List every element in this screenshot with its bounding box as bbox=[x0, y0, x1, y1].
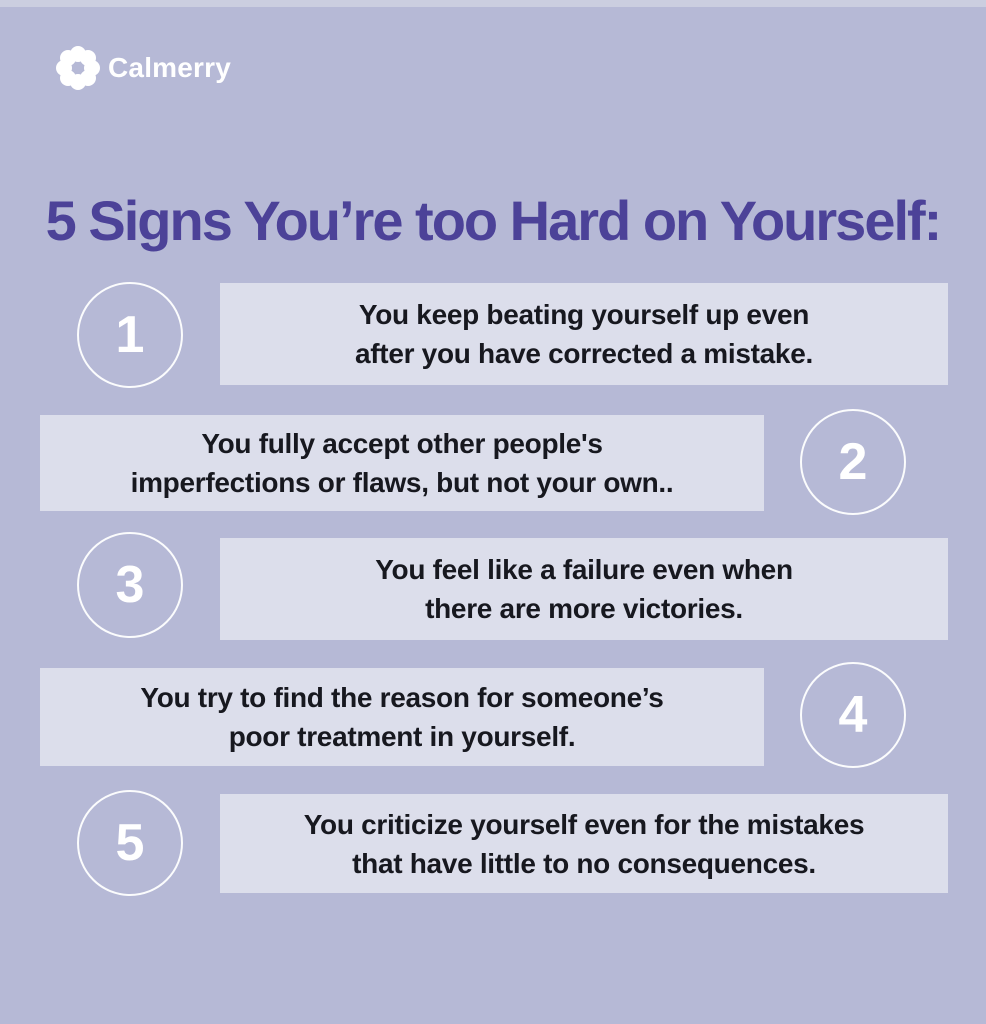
item-4-line-2: poor treatment in yourself. bbox=[228, 721, 576, 752]
item-5-number: 5 bbox=[115, 814, 145, 872]
item-5-line-1: You criticize yourself even for the mist… bbox=[303, 808, 865, 840]
item-5-number-circle: 5 bbox=[77, 790, 183, 896]
item-3-number: 3 bbox=[115, 556, 145, 614]
item-1-line-1: You keep beating yourself up even bbox=[358, 299, 810, 330]
item-5-text-box: You criticize yourself even for the mist… bbox=[220, 794, 948, 893]
item-3-text-box: You feel like a failure even when there … bbox=[220, 538, 948, 640]
item-3-number-circle: 3 bbox=[77, 532, 183, 638]
flower-icon bbox=[56, 46, 100, 90]
item-3-line-1: You feel like a failure even when bbox=[375, 554, 793, 585]
item-2-line-2: imperfections or flaws, but not your own… bbox=[130, 467, 674, 498]
item-2-text-box: You fully accept other people's imperfec… bbox=[40, 415, 764, 511]
item-4-text-box: You try to find the reason for someone’s… bbox=[40, 668, 764, 766]
item-1-line-2: after you have corrected a mistake. bbox=[355, 338, 813, 369]
top-edge-strip bbox=[0, 0, 986, 7]
item-2-number-circle: 2 bbox=[800, 409, 906, 515]
calmerry-logo: Calmerry bbox=[56, 46, 231, 90]
item-1-number: 1 bbox=[115, 306, 145, 364]
item-4-number-circle: 4 bbox=[800, 662, 906, 768]
item-2-line-1: You fully accept other people's bbox=[201, 428, 603, 459]
item-1-text-box: You keep beating yourself up even after … bbox=[220, 283, 948, 385]
item-1-number-circle: 1 bbox=[77, 282, 183, 388]
item-3-line-2: there are more victories. bbox=[425, 593, 743, 624]
item-5-line-2: that have little to no consequences. bbox=[352, 847, 816, 879]
item-4-number: 4 bbox=[838, 686, 868, 744]
item-4-line-1: You try to find the reason for someone’s bbox=[140, 682, 664, 713]
brand-name: Calmerry bbox=[108, 52, 232, 83]
page-title: 5 Signs You’re too Hard on Yourself: bbox=[45, 188, 943, 252]
item-2-number: 2 bbox=[838, 433, 868, 491]
